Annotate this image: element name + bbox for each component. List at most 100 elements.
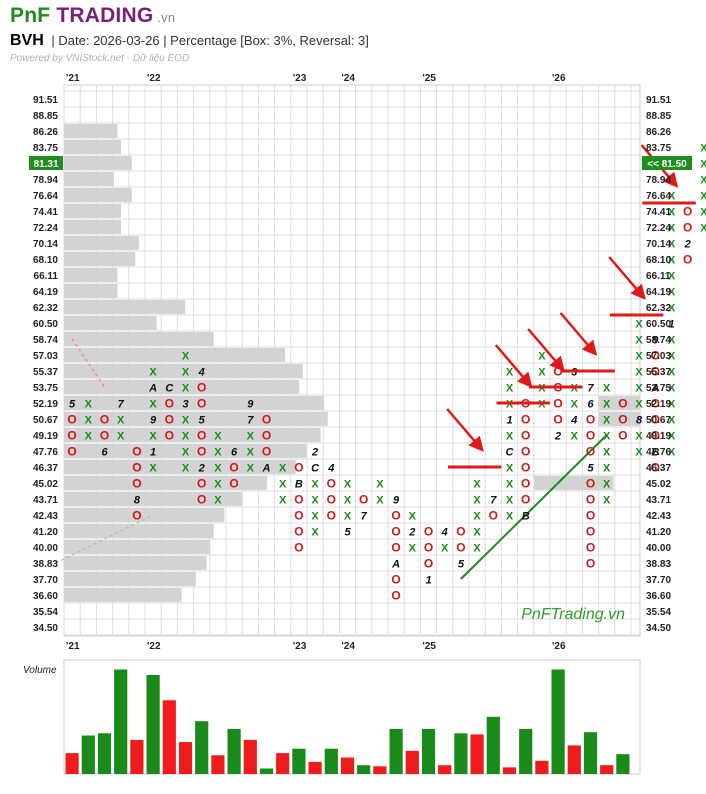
x-mark: X [344,511,352,523]
pnf-chart: 5OOOXXXOO67XXOOO8OXAX9X1XCOOOXXX3XXXX4OO… [23,73,706,775]
o-mark: O [521,461,530,475]
price-label-right: 49.19 [646,431,671,442]
volume-profile-bar [64,460,296,474]
price-label-left: 62.32 [33,303,58,314]
x-mark: X [538,367,546,379]
x-mark: X [635,351,643,363]
year-label-bottom: '26 [552,641,566,652]
volume-profile [64,124,640,602]
o-mark: O [294,493,303,507]
price-label-right: 78.94 [646,175,671,186]
x-mark: X [668,287,676,299]
trendlines [55,338,608,580]
o-mark: O [327,477,336,491]
month-marker: 8 [134,495,141,507]
month-marker: 7 [247,415,254,427]
volume-bar [227,728,241,774]
month-marker: B [522,511,530,523]
price-label-left: 53.75 [33,383,58,394]
x-mark: X [117,415,125,427]
o-mark: O [197,397,206,411]
volume-profile-bar [64,172,114,186]
volume-bar [421,728,436,774]
price-label-right: 58.74 [646,335,671,346]
o-mark: O [553,413,562,427]
volume-bar [146,675,160,774]
o-mark: O [618,397,627,411]
x-mark: X [603,495,611,507]
o-mark: O [424,557,433,571]
volume-profile-bar [64,508,225,522]
volume-bar [162,700,176,774]
month-marker: 6 [587,399,594,411]
price-label-left: 60.50 [33,319,58,330]
price-label-right: 53.75 [646,383,671,394]
volume-bar [211,755,225,774]
o-mark: O [521,493,530,507]
price-label-right: 62.32 [646,303,671,314]
volume-profile-bar [64,156,132,170]
price-label-left: 36.60 [33,591,58,602]
price-label-right: 37.70 [646,575,671,586]
price-label-right: 46.37 [646,463,671,474]
volume-bar [130,739,144,774]
volume-profile-bar [64,252,136,266]
volume-profile-bar [64,348,285,362]
chart-settings-text: | Date: 2026-03-26 | Percentage [Box: 3%… [51,33,369,48]
year-label-top: '24 [341,73,355,84]
x-mark: X [311,495,319,507]
month-marker: 5 [587,463,594,475]
o-mark: O [651,365,660,379]
price-label-left: 74.41 [33,207,58,218]
x-mark: X [376,495,384,507]
o-mark: O [132,477,141,491]
volume-profile-bar [64,380,300,394]
year-label-bottom: '22 [147,641,161,652]
volume-bar [357,765,371,774]
x-mark: X [668,207,676,219]
month-marker: A [262,463,271,475]
x-mark: X [214,463,222,475]
x-mark: X [700,159,706,171]
month-marker: 7 [490,495,497,507]
x-mark: X [668,223,676,235]
o-mark: O [586,557,595,571]
o-mark: O [132,445,141,459]
volume-profile-bar-right [598,396,640,410]
month-marker: A [650,383,659,395]
price-label-right: 60.50 [646,319,671,330]
last-price-text: << 81.50 [647,159,687,170]
brand-logo[interactable]: PnF TRADING .vn [10,4,690,28]
x-mark: X [214,431,222,443]
o-mark: O [165,397,174,411]
volume-profile-bar [64,540,211,554]
volume-profile-bar [64,332,214,346]
x-mark: X [635,447,643,459]
x-mark: X [311,511,319,523]
o-mark: O [521,477,530,491]
volume-bar [65,753,79,774]
month-marker: 7 [118,399,125,411]
x-mark: X [700,143,706,155]
price-label-left: 78.94 [33,175,58,186]
volume-profile-bar [64,220,122,234]
price-label-left: 38.83 [33,559,58,570]
price-label-right: 40.00 [646,543,671,554]
month-marker: 5 [199,415,206,427]
volume-bar [389,728,403,774]
breakout-arrow [608,256,646,300]
o-mark: O [651,461,660,475]
price-label-left: 76.64 [33,191,58,202]
month-marker: 4 [198,367,205,379]
price-label-right: 70.14 [646,239,671,250]
volume-bar [567,745,581,774]
volume-bar [600,765,614,774]
month-marker: 5 [344,527,351,539]
volume-profile-bar [64,524,214,538]
x-mark: X [668,351,676,363]
x-mark: X [409,543,417,555]
o-mark: O [586,509,595,523]
month-marker: 7 [587,383,594,395]
x-mark: X [441,543,449,555]
x-mark: X [149,367,157,379]
